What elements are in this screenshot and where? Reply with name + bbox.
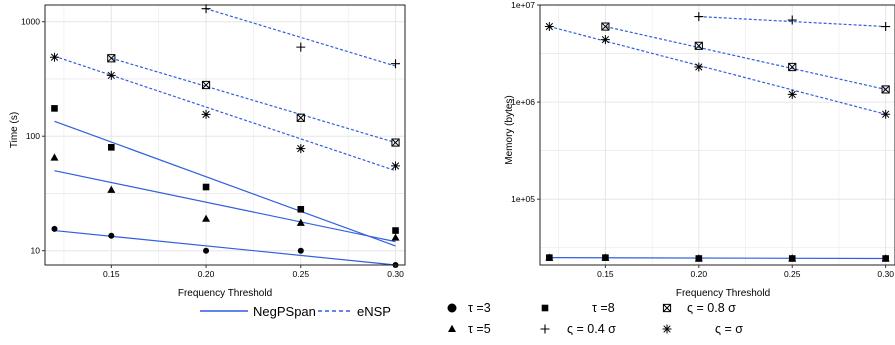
time-point-s5: [50, 153, 59, 161]
legend-s3-label: τ =3: [468, 301, 491, 315]
legend-s08-symbol: [662, 303, 672, 313]
time-point-s8: [51, 105, 58, 112]
memory-point-s08: [601, 22, 610, 31]
time-x-tick-label: 0.15: [103, 269, 120, 279]
memory-point-s08: [881, 85, 890, 94]
memory-point-s08: [694, 41, 703, 50]
time-point-s5: [202, 214, 211, 222]
time-point-s08: [201, 80, 211, 90]
time-x-tick-label: 0.20: [198, 269, 215, 279]
time-negpspan-fit-line-s5: [54, 170, 396, 243]
memory-x-tick-label: 0.15: [597, 269, 614, 279]
memory-x-tick-label: 0.20: [691, 269, 708, 279]
memory-plot-background: [540, 5, 895, 265]
line-legend: NegPSpan eNSP: [200, 304, 391, 319]
memory-point-s08: [788, 62, 797, 72]
time-point-s1: [201, 109, 211, 119]
memory-point-s1: [600, 35, 610, 45]
memory-y-tick-label: 1e+07: [511, 0, 535, 10]
time-point-s3: [51, 225, 58, 232]
legend-s1-symbol: [662, 324, 672, 334]
legend-negpspan-label: NegPSpan: [253, 304, 316, 319]
memory-negpspan-fit-line-s3: [549, 257, 886, 260]
memory-point-s8: [695, 255, 703, 262]
memory-chart-panel: 0.15 0.20 0.25 0.30 1e+05 1e+06 1e+07: [511, 0, 895, 279]
memory-x-tick-label: 0.30: [877, 269, 894, 279]
legend-s08-label: ς = 0.8 σ: [687, 301, 736, 315]
legend-s5-label: τ =5: [468, 322, 491, 336]
time-negpspan-fit-line-s8: [54, 120, 396, 247]
time-point-s3: [203, 247, 210, 254]
marker-legend: τ =3 τ =8 ς = 0.8 σ τ =5 ς = 0.4 σ ς = σ: [447, 301, 743, 336]
legend-s04-label: ς = 0.4 σ: [567, 322, 616, 336]
time-point-s1: [296, 144, 306, 154]
time-point-s04: [391, 59, 401, 69]
time-point-s08: [296, 113, 305, 122]
time-point-s5: [391, 233, 400, 241]
memory-point-s1: [881, 109, 891, 119]
memory-point-s1: [544, 22, 554, 32]
time-y-tick-label: 1000: [21, 17, 40, 27]
time-point-s08: [391, 138, 400, 147]
legend-s8-label: τ =8: [592, 301, 615, 315]
time-ensp-fit-line-s08: [111, 57, 396, 144]
memory-y-tick-label: 1e+06: [511, 97, 535, 107]
memory-point-s1: [787, 89, 797, 99]
legend-ensp-label: eNSP: [357, 304, 391, 319]
time-x-tick-label: 0.25: [293, 269, 310, 279]
time-ensp-fit-line-s04: [205, 8, 396, 67]
memory-point-s8: [882, 255, 889, 262]
memory-point-s04: [881, 22, 891, 32]
legend-s04-symbol: [540, 324, 550, 334]
time-chart-panel: 0.15 0.20 0.25 0.30 10 100 1000: [21, 4, 406, 279]
time-point-s8: [297, 205, 305, 213]
time-point-s8: [108, 144, 115, 151]
time-plot-border: [44, 4, 406, 266]
memory-point-s8: [788, 255, 796, 262]
memory-point-s04: [694, 12, 704, 22]
time-y-axis-label: Time (s): [9, 112, 20, 148]
memory-x-tick-label: 0.25: [784, 269, 801, 279]
time-point-s04: [201, 4, 211, 14]
time-point-s5: [107, 185, 116, 193]
legend-s1-label: ς = σ: [715, 322, 743, 336]
memory-point-s8: [602, 254, 609, 261]
memory-y-tick-label: 1e+05: [511, 194, 535, 204]
legend-s5-symbol: [448, 324, 456, 332]
memory-ensp-fit-line-s04: [698, 15, 886, 28]
time-x-tick-label: 0.30: [387, 269, 404, 279]
time-point-s1: [49, 52, 59, 62]
time-point-s8: [202, 183, 210, 191]
time-x-axis-label: Frequency Threshold: [178, 288, 272, 299]
legend-s3-symbol: [447, 303, 457, 313]
time-point-s8: [392, 227, 399, 234]
time-point-s3: [297, 247, 304, 254]
memory-plot-border: [539, 4, 895, 266]
memory-point-s04: [787, 15, 797, 25]
time-point-s1: [391, 161, 401, 171]
time-y-tick-label: 10: [31, 246, 41, 256]
time-point-s1: [106, 70, 116, 80]
time-point-s3: [108, 232, 115, 239]
memory-ensp-fit-line-s08: [605, 25, 886, 91]
memory-point-s1: [694, 62, 704, 72]
time-point-s5: [296, 218, 305, 226]
time-point-s04: [296, 42, 306, 52]
time-plot-background: [45, 5, 405, 265]
memory-x-axis-label: Frequency Threshold: [676, 288, 770, 299]
memory-y-axis-label: Memory (bytes): [504, 95, 515, 164]
memory-point-s8: [546, 254, 553, 261]
time-point-s08: [107, 54, 116, 63]
time-y-tick-label: 100: [26, 131, 40, 141]
legend-s8-symbol: [541, 304, 549, 312]
